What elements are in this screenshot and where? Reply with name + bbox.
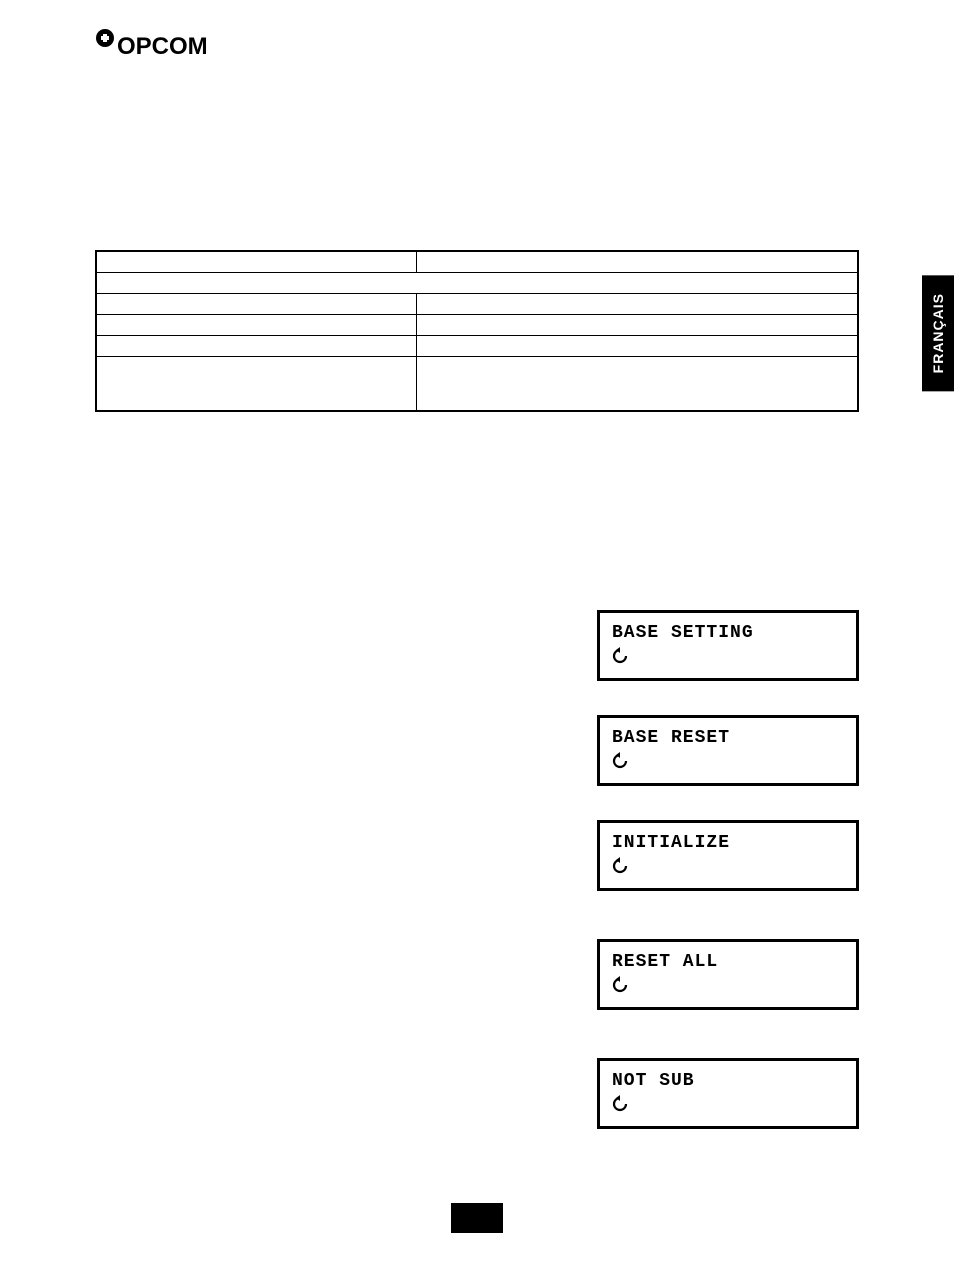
table-header-row2 <box>96 273 858 294</box>
lcd-box-not-sub: NOT SUB <box>597 1058 859 1129</box>
lcd-title: INITIALIZE <box>612 833 844 853</box>
table-cell <box>416 336 858 357</box>
table-cell <box>416 294 858 315</box>
table-cell <box>416 315 858 336</box>
settings-table <box>95 250 859 412</box>
language-tab: FRANÇAIS <box>922 275 954 391</box>
svg-text:OPCOM: OPCOM <box>117 33 208 60</box>
table-cell <box>96 336 416 357</box>
brand-logo: OPCOM <box>95 28 245 69</box>
main-content <box>95 250 859 412</box>
refresh-icon <box>612 752 628 770</box>
lcd-title: NOT SUB <box>612 1071 844 1091</box>
refresh-icon <box>612 976 628 994</box>
refresh-icon <box>612 647 628 665</box>
lcd-title: BASE SETTING <box>612 623 844 643</box>
lcd-box-initialize: INITIALIZE <box>597 820 859 891</box>
lcd-box-base-setting: BASE SETTING <box>597 610 859 681</box>
table-cell <box>96 315 416 336</box>
table-cell <box>416 357 858 411</box>
table-cell <box>96 294 416 315</box>
refresh-icon <box>612 857 628 875</box>
table-cell <box>96 357 416 411</box>
table-header-left <box>96 251 416 273</box>
refresh-icon <box>612 1095 628 1113</box>
page-number <box>451 1203 503 1233</box>
lcd-title: BASE RESET <box>612 728 844 748</box>
lcd-box-reset-all: RESET ALL <box>597 939 859 1010</box>
lcd-title: RESET ALL <box>612 952 844 972</box>
lcd-display-column: BASE SETTING BASE RESET INITIALIZE RESET… <box>597 610 859 1163</box>
table-cell <box>416 251 858 273</box>
lcd-box-base-reset: BASE RESET <box>597 715 859 786</box>
